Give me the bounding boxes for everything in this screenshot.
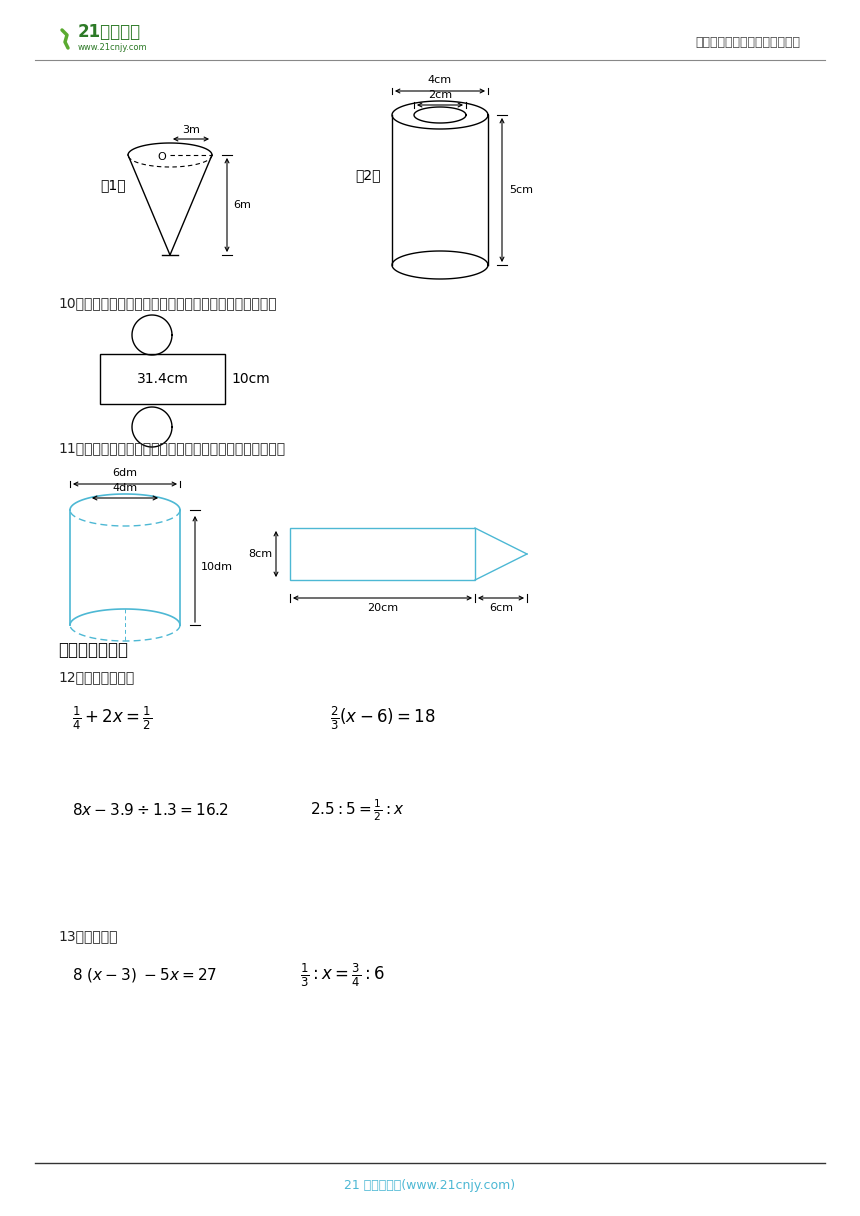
Text: 13．解方程。: 13．解方程。 [58,929,118,942]
Text: 6m: 6m [233,199,251,210]
Text: $8x-3.9\div1.3=16.2$: $8x-3.9\div1.3=16.2$ [72,803,229,818]
Text: $\frac{2}{3}(x-6)=18$: $\frac{2}{3}(x-6)=18$ [330,704,436,732]
Text: 10cm: 10cm [231,372,270,385]
Text: 4dm: 4dm [113,483,138,492]
Text: 10．下图是一个圆柱的表面展开图，求这个圆柱的体积。: 10．下图是一个圆柱的表面展开图，求这个圆柱的体积。 [58,295,277,310]
Text: $2.5:5=\frac{1}{2}:x$: $2.5:5=\frac{1}{2}:x$ [310,798,405,823]
Text: $\frac{1}{4}+2x=\frac{1}{2}$: $\frac{1}{4}+2x=\frac{1}{2}$ [72,704,152,732]
Bar [290,528,475,580]
Text: 5cm: 5cm [509,185,533,195]
Text: 6dm: 6dm [113,468,138,478]
Text: 二、比例计算题: 二、比例计算题 [58,641,128,659]
Text: 2cm: 2cm [428,90,452,100]
Text: （1）: （1） [100,178,126,192]
Text: 4cm: 4cm [428,75,452,85]
Text: 8cm: 8cm [248,548,272,559]
Text: 中小学教育资源及组卷应用平台: 中小学教育资源及组卷应用平台 [695,35,800,49]
Text: 21世纪教育: 21世纪教育 [78,23,141,41]
Text: （2）: （2） [355,168,380,182]
Text: 21 世纪教育网(www.21cnjy.com): 21 世纪教育网(www.21cnjy.com) [345,1178,515,1192]
Text: www.21cnjy.com: www.21cnjy.com [78,44,148,52]
Text: 6cm: 6cm [489,603,513,613]
Text: 31.4cm: 31.4cm [137,372,188,385]
Text: O: O [157,152,166,162]
Bar [100,354,225,404]
Text: 20cm: 20cm [367,603,398,613]
Text: 10dm: 10dm [201,563,233,573]
Text: $\frac{1}{3}:x=\frac{3}{4}:6$: $\frac{1}{3}:x=\frac{3}{4}:6$ [300,962,384,989]
Text: $8\ (x-3)\ -5x=27$: $8\ (x-3)\ -5x=27$ [72,966,218,984]
Text: 11．求第一个图形的表面积和体积，求第二个图形的体积。: 11．求第一个图形的表面积和体积，求第二个图形的体积。 [58,441,286,455]
Text: 12．解下列方程。: 12．解下列方程。 [58,670,134,683]
Text: 3m: 3m [182,125,200,135]
